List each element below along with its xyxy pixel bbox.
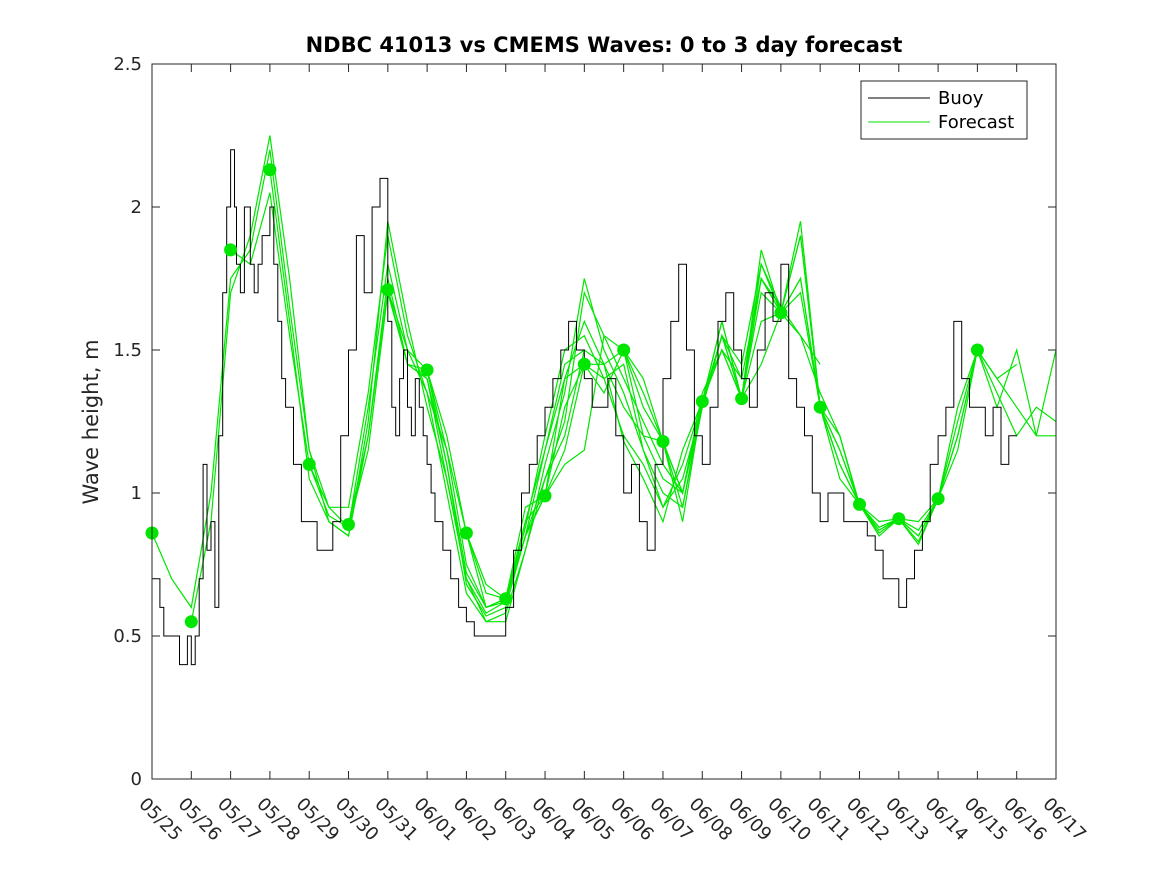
x-tick-label: 06/04: [528, 794, 580, 846]
x-tick-label: 06/08: [685, 794, 737, 846]
x-tick-label: 05/28: [252, 794, 304, 846]
forecast-marker: [420, 363, 434, 377]
y-axis: 0 0.5 1 1.5 2 2.5: [113, 54, 1056, 790]
x-tick-label: 05/29: [292, 794, 344, 846]
forecast-markers: [145, 163, 984, 629]
legend-forecast-label: Forecast: [938, 112, 1014, 133]
x-tick-label: 06/12: [842, 794, 894, 846]
x-tick-label: 06/03: [488, 794, 540, 846]
series-layer: [151, 135, 1057, 666]
x-tick-label: 06/14: [921, 794, 973, 846]
legend: Buoy Forecast: [860, 80, 1028, 140]
forecast-marker: [656, 435, 670, 448]
plot-area: [152, 64, 1056, 779]
forecast-marker: [577, 357, 591, 371]
forecast-marker: [853, 497, 866, 511]
x-tick-label: 06/06: [606, 794, 658, 846]
forecast-marker: [970, 343, 984, 357]
forecast-marker: [342, 518, 355, 531]
x-tick-label: 05/30: [331, 794, 383, 846]
forecast-run-line: [230, 192, 743, 623]
x-tick-label: 06/15: [960, 794, 1012, 846]
x-tick-label: 06/16: [999, 794, 1051, 846]
x-tick-label: 05/31: [370, 794, 422, 846]
forecast-marker: [184, 615, 198, 629]
forecast-marker: [302, 457, 316, 471]
forecast-run-line: [505, 235, 1018, 599]
forecast-marker: [224, 243, 238, 257]
forecast-marker: [263, 163, 277, 177]
forecast-marker: [617, 343, 631, 357]
forecast-marker: [499, 592, 513, 606]
x-tick-label: 06/07: [645, 794, 697, 846]
forecast-marker: [459, 526, 473, 540]
x-tick-label: 05/25: [134, 794, 186, 846]
forecast-run-line: [623, 291, 1057, 532]
forecast-marker: [538, 489, 552, 503]
y-tick-label: 0.5: [113, 626, 142, 647]
x-tick-label: 05/26: [174, 794, 226, 846]
y-tick-label: 0: [131, 769, 142, 790]
y-tick-label: 1.5: [113, 340, 142, 361]
forecast-marker: [813, 400, 827, 414]
x-tick-label: 05/27: [213, 794, 265, 846]
chart-title: NDBC 41013 vs CMEMS Waves: 0 to 3 day fo…: [306, 33, 903, 57]
forecast-marker: [735, 392, 749, 406]
y-tick-label: 1: [131, 483, 142, 504]
forecast-marker: [695, 395, 709, 408]
plot-frame: [151, 63, 1057, 780]
y-tick-label: 2: [131, 197, 142, 218]
x-tick-label: 06/01: [410, 794, 462, 846]
x-tick-label: 06/05: [567, 794, 619, 846]
forecast-marker: [892, 512, 906, 526]
x-tick-label: 06/10: [763, 794, 815, 846]
legend-box: [860, 80, 1028, 140]
y-tick-label: 2.5: [113, 54, 142, 75]
buoy-line: [152, 149, 1017, 666]
x-tick-label: 06/11: [803, 794, 855, 846]
forecast-marker: [931, 492, 945, 506]
x-tick-label: 06/13: [881, 794, 933, 846]
x-tick-label: 06/17: [1038, 794, 1090, 846]
forecast-marker: [381, 283, 395, 297]
x-tick-label: 06/09: [724, 794, 776, 846]
y-axis-label: Wave height, m: [79, 339, 103, 504]
x-tick-label: 06/02: [449, 794, 501, 846]
legend-buoy-label: Buoy: [938, 88, 984, 109]
forecast-marker: [774, 306, 788, 320]
forecast-run-line: [465, 221, 978, 609]
